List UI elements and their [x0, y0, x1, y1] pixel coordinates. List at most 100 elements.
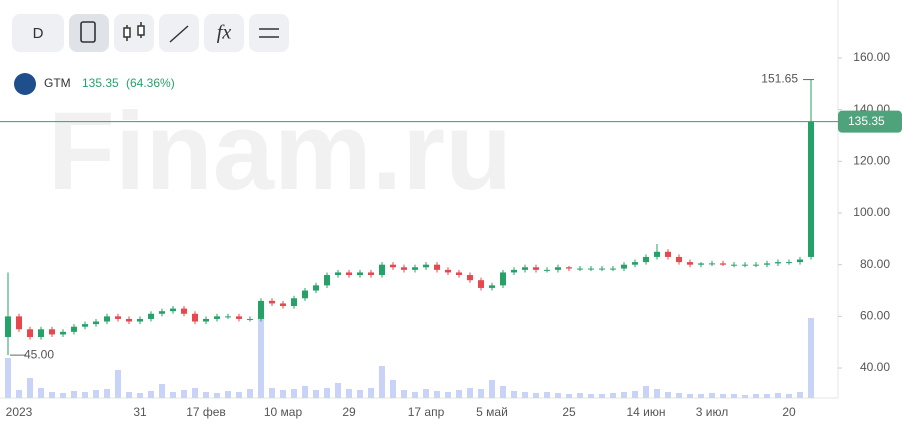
icon [169, 25, 189, 43]
volume-bar [181, 390, 187, 398]
candle-body [687, 262, 693, 265]
chart-type-button[interactable] [69, 14, 109, 52]
candle-body [720, 263, 726, 265]
x-tick-label: 17 фев [186, 405, 226, 419]
candle-body [181, 308, 187, 314]
candle-body [82, 324, 88, 327]
volume-bar [698, 394, 704, 398]
volume-bar [71, 391, 77, 398]
candle-body [148, 313, 154, 319]
x-tick-label: 3 июл [696, 405, 728, 419]
candle-body [401, 267, 407, 270]
candle-body [500, 272, 506, 286]
volume-bar [566, 394, 572, 398]
candle-body [280, 303, 286, 307]
candle-body [159, 311, 165, 314]
candle-body [170, 308, 176, 312]
x-tick-label: 5 май [476, 405, 508, 419]
candle-body [522, 267, 528, 270]
volume-bar [5, 358, 11, 398]
volume-bar [93, 390, 99, 398]
volume-bar [159, 384, 165, 398]
volume-bar [313, 390, 319, 398]
volume-bar [467, 388, 473, 398]
volume-bar [687, 394, 693, 398]
candles-button[interactable] [114, 14, 154, 52]
volume-bar [82, 392, 88, 398]
candle-body [49, 329, 55, 335]
volume-bar [390, 380, 396, 398]
icon [80, 21, 96, 43]
x-tick-label: 10 мар [264, 405, 303, 419]
volume-bar [412, 392, 418, 398]
candle-body [489, 285, 495, 288]
candle-body [368, 272, 374, 276]
candle-body [577, 268, 583, 270]
volume-bar [511, 391, 517, 398]
candle-body [599, 268, 605, 270]
y-tick-label: 40.00 [860, 360, 890, 374]
volume-bar [676, 393, 682, 398]
interval-button[interactable] [12, 14, 64, 52]
volume-bar [577, 393, 583, 398]
candle-body [753, 264, 759, 266]
volume-bar [489, 380, 495, 398]
volume-bar [258, 310, 264, 398]
volume-bar [335, 383, 341, 398]
candle-body [621, 264, 627, 269]
volume-bar [38, 388, 44, 398]
volume-bar [797, 392, 803, 398]
candle-body [115, 316, 121, 319]
candle-body [544, 269, 550, 271]
volume-bar [599, 394, 605, 398]
candle-body [357, 272, 363, 276]
candle-body [71, 326, 77, 332]
settings-button[interactable] [249, 14, 289, 52]
volume-bar [555, 393, 561, 398]
candle-body [313, 285, 319, 291]
volume-bar [709, 393, 715, 398]
candle-body [379, 264, 385, 276]
ticker-logo [14, 73, 36, 95]
candle-body [390, 264, 396, 268]
y-tick-label: 80.00 [860, 257, 890, 271]
x-tick-label: 2023 [6, 405, 33, 419]
volume-bar [368, 388, 374, 398]
candle-body [786, 262, 792, 264]
volume-bar [280, 390, 286, 398]
x-tick-label: 31 [133, 405, 147, 419]
volume-bar [16, 390, 22, 398]
candle-body [588, 268, 594, 270]
candle-body [632, 262, 638, 265]
volume-bar [456, 390, 462, 398]
volume-bar [434, 391, 440, 398]
volume-bar [654, 389, 660, 398]
volume-bar [753, 394, 759, 398]
candle-body [511, 269, 517, 273]
candle-body [412, 267, 418, 270]
volume-bar [115, 370, 121, 398]
volume-bar [214, 393, 220, 398]
candle-body [665, 251, 671, 257]
volume-bar [665, 392, 671, 398]
volume-bar [291, 389, 297, 398]
candle-body [137, 318, 143, 322]
volume-bar [621, 392, 627, 398]
volume-bar [445, 392, 451, 398]
watermark: Finam.ru [48, 90, 513, 213]
change: (64.36%) [126, 76, 175, 90]
candle-body [324, 275, 330, 286]
candle-body [214, 316, 220, 319]
x-tick-label: 29 [342, 405, 356, 419]
candle-body [731, 264, 737, 266]
candle-body [742, 264, 748, 266]
volume-bar [775, 393, 781, 398]
candle-body [291, 298, 297, 307]
price-badge [838, 110, 902, 133]
indicators-button[interactable] [204, 14, 244, 52]
volume-bar [192, 388, 198, 398]
candle-body [764, 263, 770, 265]
candle-body [775, 262, 781, 264]
volume-bar [533, 393, 539, 398]
x-tick-label: 25 [562, 405, 576, 419]
